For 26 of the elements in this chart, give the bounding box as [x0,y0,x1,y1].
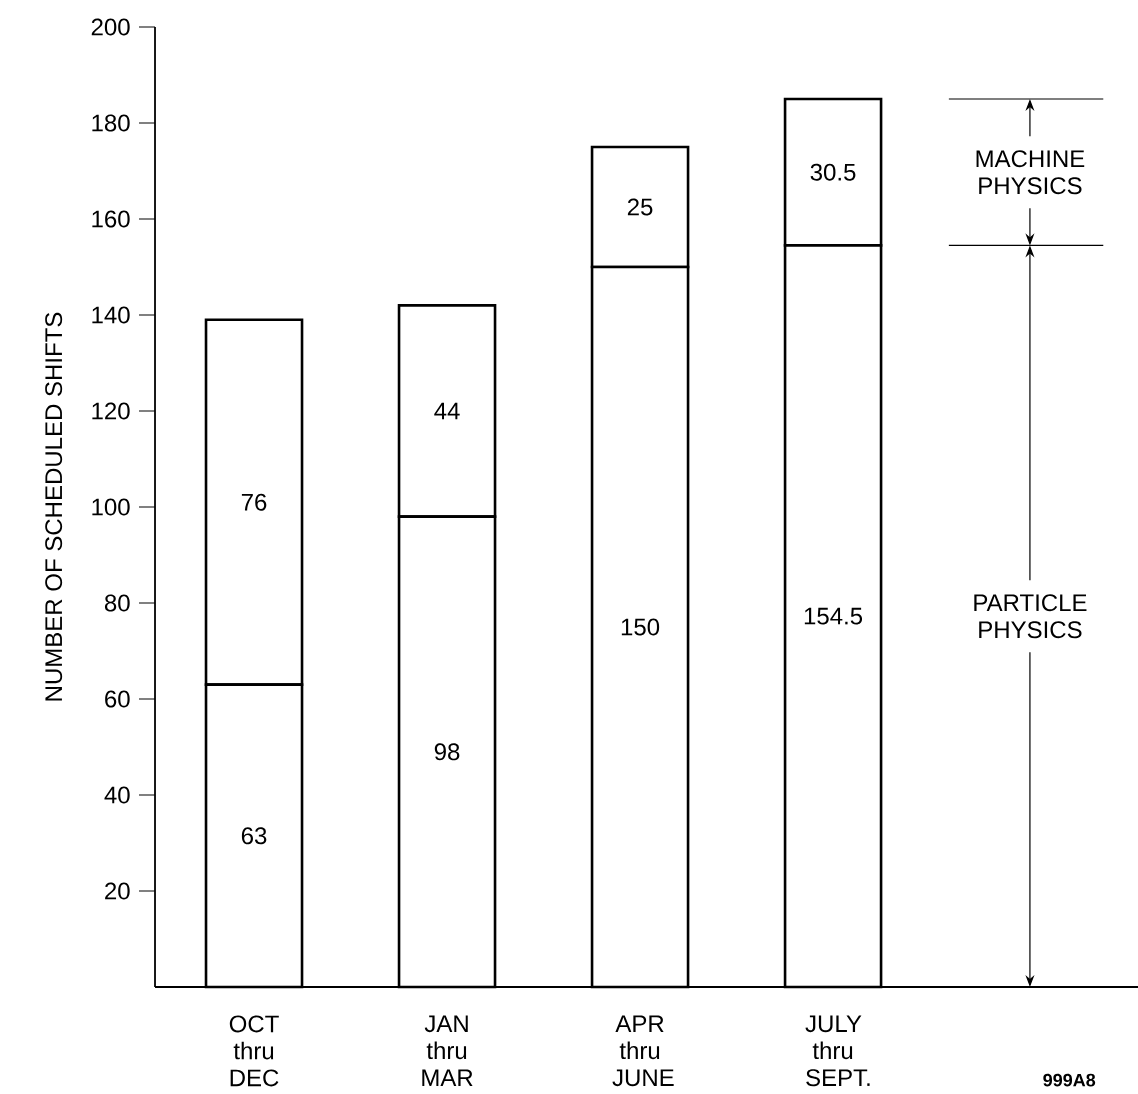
y-tick-label: 20 [105,882,130,900]
y-tick-label: 160 [92,210,130,228]
y-tick-label: 80 [104,594,130,612]
y-tick-label: 40 [104,786,130,804]
x-tick-label: JULY thru SEPT. [805,1015,870,1087]
y-tick-label: 60 [105,690,130,708]
data-label: 30.5 [810,163,856,181]
data-label: 154.5 [804,607,863,625]
data-label: 150 [621,618,660,636]
x-tick-label: JAN thru MAR [422,1015,473,1086]
data-label: 25 [627,198,653,216]
text: 999A8 [1043,1073,1096,1087]
y-tick-label: 100 [92,498,130,516]
x-tick-label: APR thru JUNE [612,1015,674,1087]
text: PARTICLE PHYSICS [974,594,1087,639]
data-label: 98 [434,743,460,761]
y-axis-title: NUMBER OF SCHEDULED SHIFTS [45,312,63,701]
data-label: 76 [241,493,267,511]
data-label: 44 [434,402,460,420]
legend-label: MACHINE PHYSICS [976,150,1085,195]
data-label: 63 [241,827,267,845]
x-tick-label: OCT thru DEC [229,1015,279,1087]
y-tick-label: 200 [91,18,130,36]
y-tick-label: 120 [92,402,130,420]
y-tick-label: 140 [92,306,130,324]
y-tick-label: 180 [92,114,130,132]
